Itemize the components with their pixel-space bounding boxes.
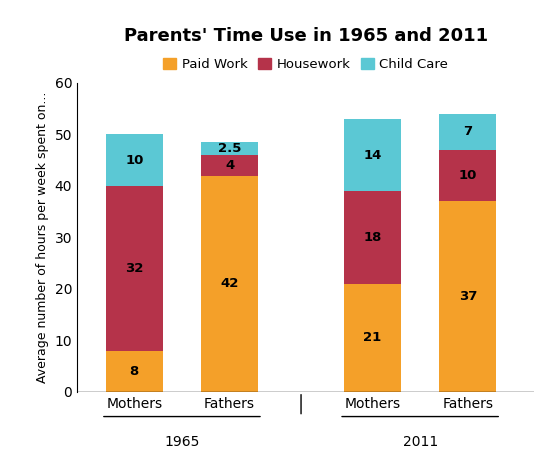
Text: 1965: 1965 [164, 435, 199, 449]
Legend: Paid Work, Housework, Child Care: Paid Work, Housework, Child Care [158, 53, 453, 76]
Bar [201, 155, 258, 176]
Bar [106, 351, 163, 392]
Text: 10: 10 [458, 169, 477, 182]
Y-axis label: Average number of hours per week spent on...: Average number of hours per week spent o… [36, 92, 49, 383]
Text: 10: 10 [125, 154, 143, 167]
Text: 8: 8 [129, 365, 139, 378]
Bar [439, 114, 496, 150]
Bar [439, 201, 496, 392]
Bar [201, 176, 258, 392]
Bar [344, 119, 401, 191]
Text: 18: 18 [363, 231, 382, 244]
Text: 37: 37 [458, 290, 477, 303]
Text: 42: 42 [220, 277, 239, 290]
Bar [106, 186, 163, 351]
Text: 4: 4 [225, 159, 234, 172]
Bar [439, 150, 496, 201]
Bar [106, 135, 163, 186]
Text: 2.5: 2.5 [218, 142, 241, 155]
Text: 7: 7 [463, 125, 472, 138]
Text: 14: 14 [363, 148, 382, 161]
Text: 2011: 2011 [403, 435, 437, 449]
Text: 32: 32 [125, 262, 143, 275]
Title: Parents' Time Use in 1965 and 2011: Parents' Time Use in 1965 and 2011 [124, 27, 488, 45]
Text: 21: 21 [363, 331, 382, 344]
Bar [344, 191, 401, 284]
Bar [201, 142, 258, 155]
Bar [344, 284, 401, 392]
